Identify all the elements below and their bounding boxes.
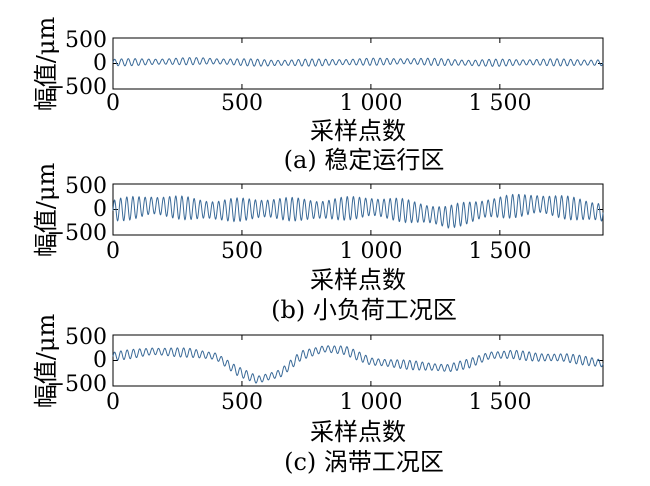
- panel-caption: (b) 小负荷工况区: [271, 296, 457, 324]
- panel-caption: (c) 涡带工况区: [284, 448, 444, 476]
- xtick-label-0: 0: [106, 91, 120, 116]
- signal-line: [112, 193, 604, 229]
- ytick-label-top: 500: [65, 174, 107, 199]
- x-axis-label: 采样点数: [310, 117, 406, 145]
- plot-frame: [112, 334, 604, 387]
- ytick-label-bottom: −500: [47, 221, 107, 246]
- xtick-label-2: 1 000: [340, 390, 403, 415]
- ytick-label-bottom: −500: [47, 75, 107, 100]
- x-ticks: [112, 184, 501, 235]
- signal-line: [112, 345, 604, 384]
- xtick-label-1: 500: [221, 239, 263, 264]
- xtick-label-1: 500: [221, 390, 263, 415]
- panel-a: 500 0 −500 0 500 1 000 1 500 幅值/μm 采样点数 …: [32, 17, 604, 174]
- y-axis-label: 幅值/μm: [32, 163, 60, 258]
- ytick-label-mid: 0: [93, 348, 107, 373]
- ytick-label-mid: 0: [93, 51, 107, 76]
- plot-frame: [112, 37, 604, 90]
- x-axis-label: 采样点数: [310, 266, 406, 294]
- y-axis-label: 幅值/μm: [32, 314, 60, 409]
- xtick-label-2: 1 000: [340, 239, 403, 264]
- xtick-label-3: 1 500: [469, 91, 532, 116]
- ytick-label-bottom: −500: [47, 372, 107, 397]
- signal-line: [112, 57, 604, 67]
- ytick-label-top: 500: [65, 28, 107, 53]
- y-ticks: [113, 183, 603, 236]
- y-ticks: [113, 334, 603, 387]
- xtick-label-0: 0: [106, 239, 120, 264]
- xtick-label-3: 1 500: [469, 390, 532, 415]
- y-ticks: [113, 37, 603, 90]
- xtick-label-3: 1 500: [469, 239, 532, 264]
- x-ticks: [112, 335, 501, 386]
- x-axis-label: 采样点数: [310, 418, 406, 446]
- xtick-label-2: 1 000: [340, 91, 403, 116]
- x-ticks: [112, 38, 501, 89]
- y-axis-label: 幅值/μm: [32, 17, 60, 112]
- ytick-label-mid: 0: [93, 197, 107, 222]
- ytick-label-top: 500: [65, 325, 107, 350]
- xtick-label-0: 0: [106, 390, 120, 415]
- xtick-label-1: 500: [221, 91, 263, 116]
- panel-c: 500 0 −500 0 500 1 000 1 500 幅值/μm 采样点数 …: [32, 314, 604, 476]
- panel-caption: (a) 稳定运行区: [284, 146, 445, 174]
- panel-b: 500 0 −500 0 500 1 000 1 500 幅值/μm 采样点数 …: [32, 163, 604, 324]
